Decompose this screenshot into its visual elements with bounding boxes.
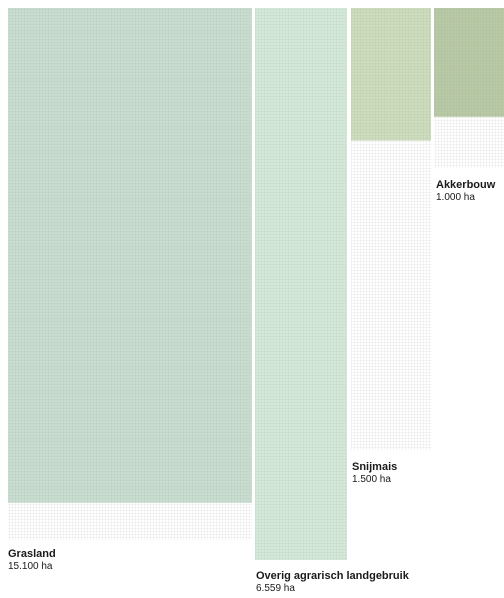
bar-name-snijmais: Snijmais [352, 461, 398, 473]
bar-texture-grasland [8, 8, 252, 503]
label-grasland: Grasland 15.100 ha [8, 548, 56, 573]
bar-texture-snijmais [351, 8, 431, 141]
label-akkerbouw: Akkerbouw 1.000 ha [436, 179, 495, 204]
bar-name-akkerbouw: Akkerbouw [436, 179, 496, 191]
label-overig: Overig agrarisch landgebruik 6.559 ha [256, 570, 409, 595]
bar-value-snijmais: 1.500 ha [352, 474, 391, 485]
label-snijmais: Snijmais 1.500 ha [352, 461, 397, 486]
bar-value-akkerbouw: 1.000 ha [436, 192, 475, 203]
bar-name-grasland: Grasland [8, 548, 56, 560]
bar-texture-overig-agrarisch-landgebruik [255, 8, 347, 560]
bar-name-overig: Overig agrarisch landgebruik [256, 570, 409, 582]
bar-value-overig: 6.559 ha [256, 583, 295, 594]
bar-texture-akkerbouw [434, 8, 504, 117]
bar-value-grasland: 15.100 ha [8, 561, 53, 572]
